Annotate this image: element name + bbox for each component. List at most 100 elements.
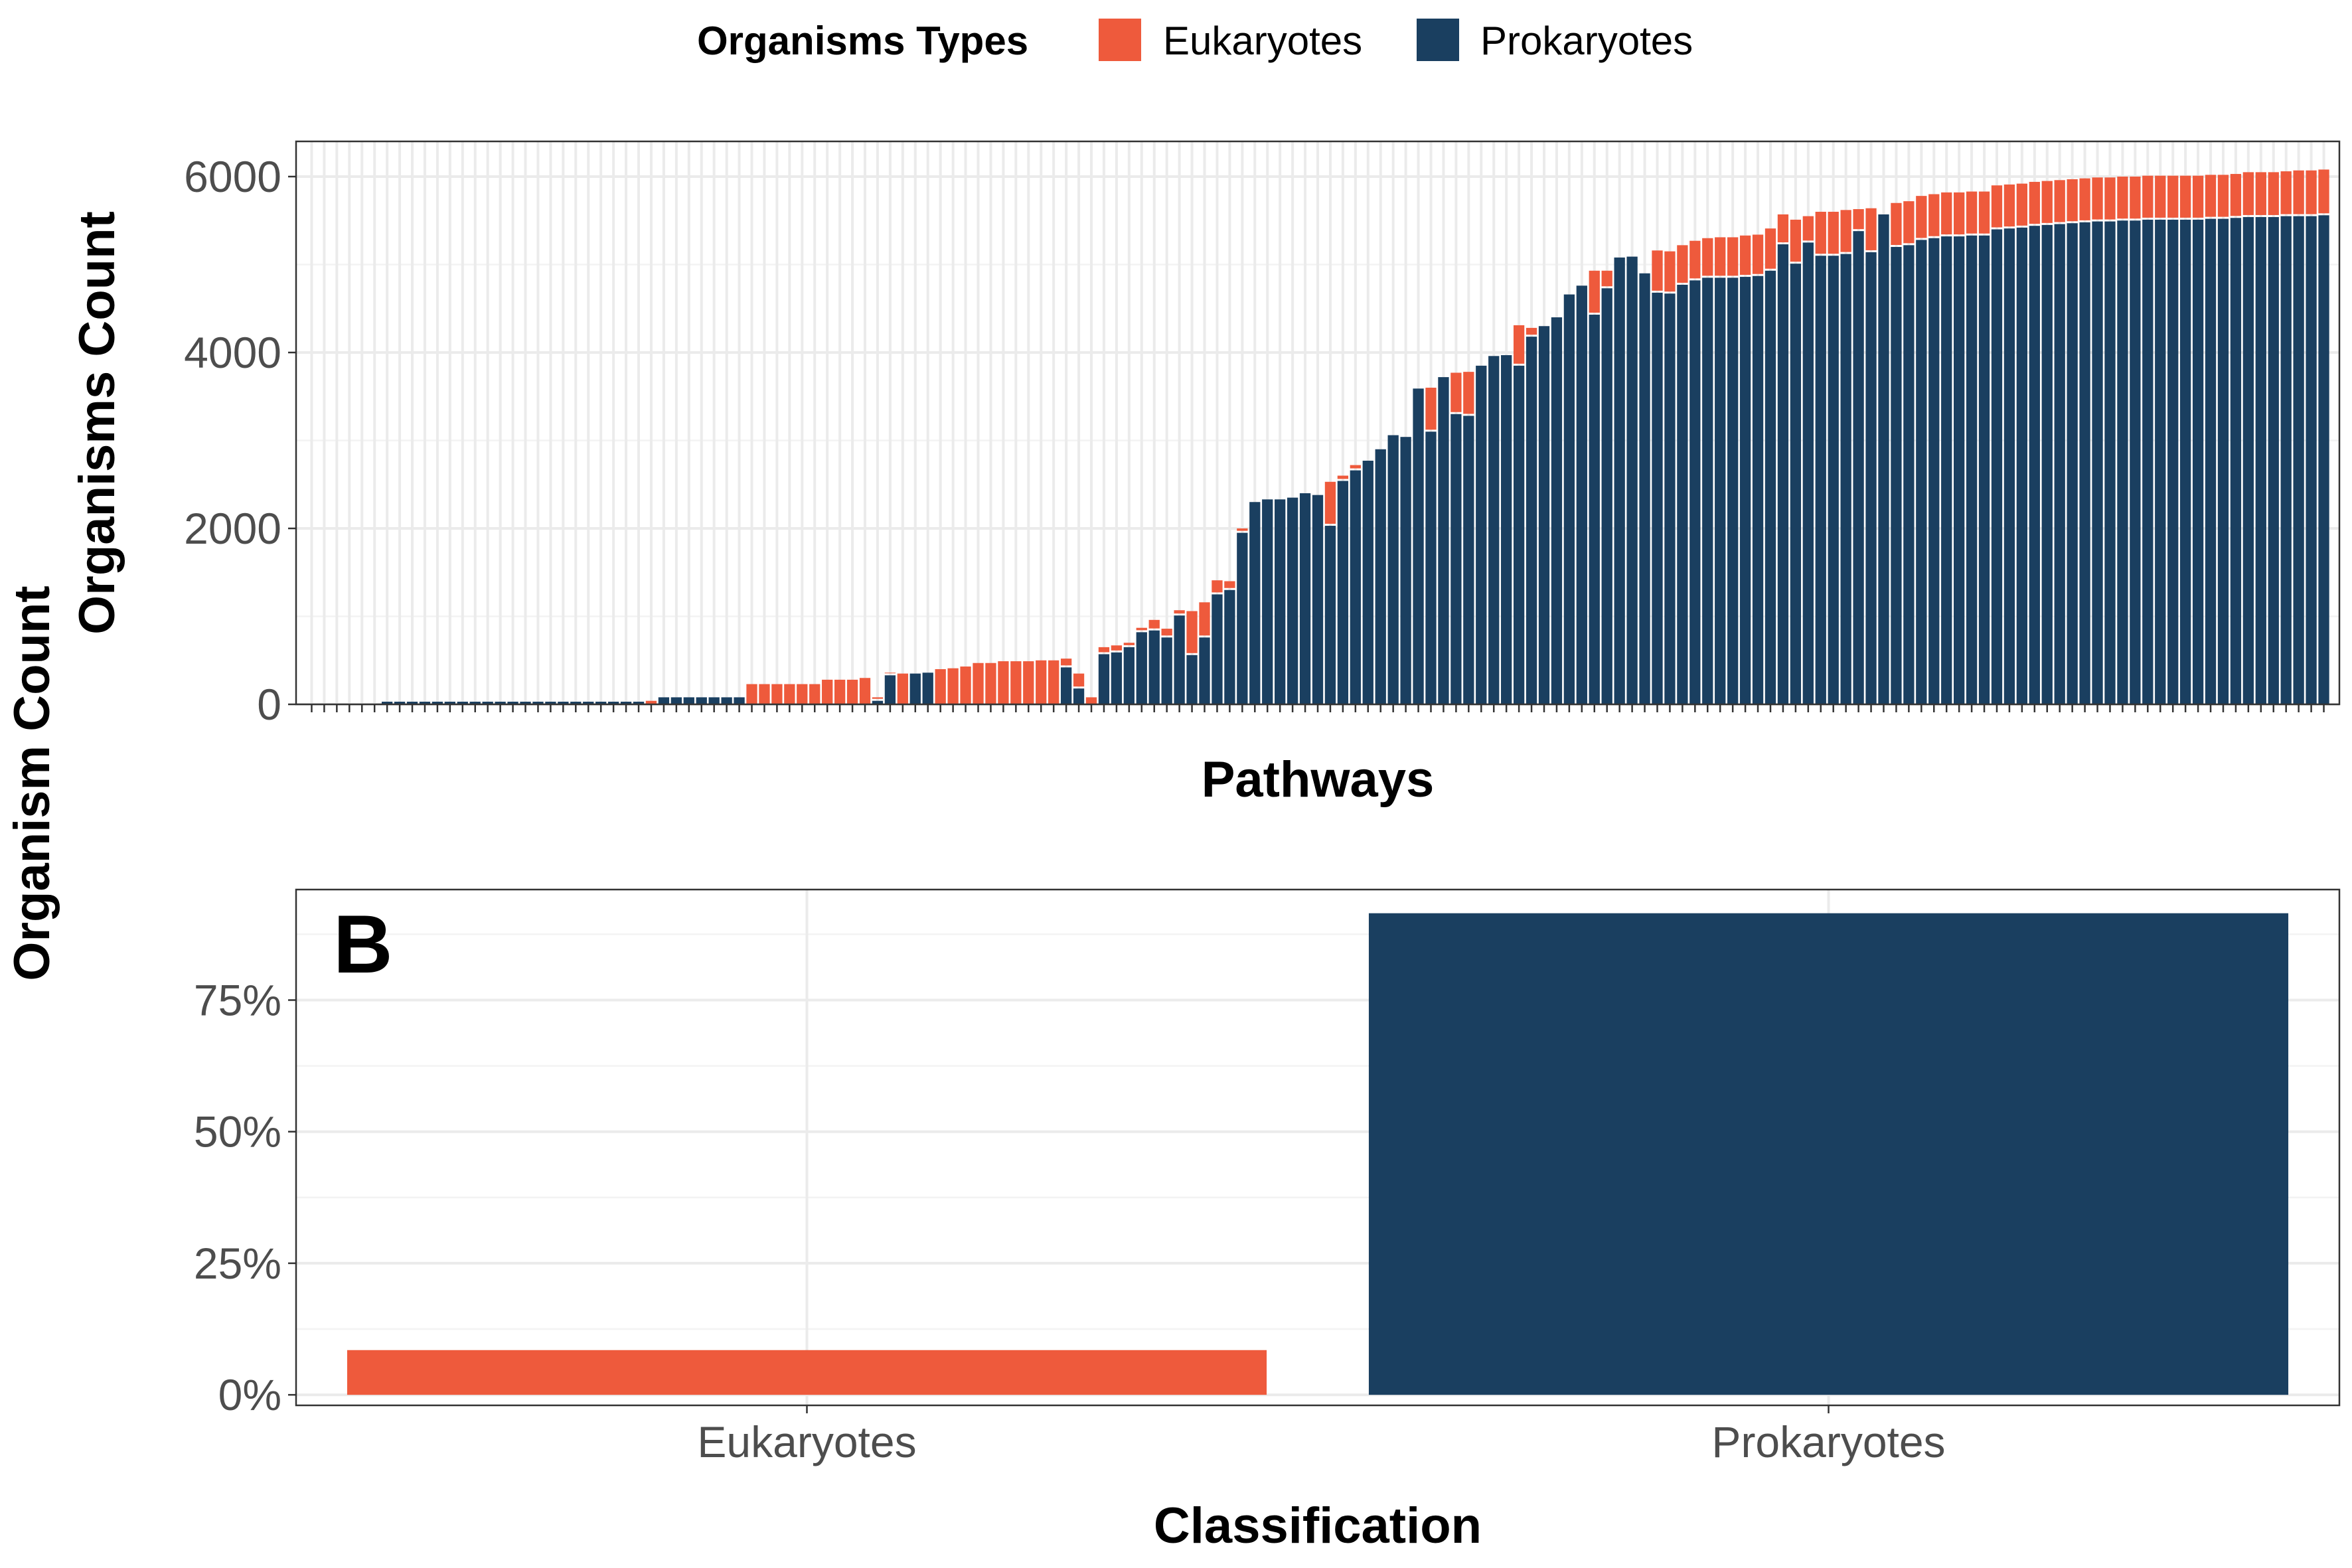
bar-prokaryotes bbox=[2079, 222, 2090, 704]
bar-eukaryotes bbox=[1991, 185, 2003, 228]
bar-prokaryotes bbox=[1978, 235, 1990, 704]
bar-prokaryotes bbox=[1287, 497, 1298, 704]
bar-prokaryotes bbox=[2130, 220, 2141, 704]
bar-prokaryotes bbox=[1891, 247, 1902, 704]
bar-eukaryotes bbox=[2067, 179, 2078, 222]
panel-a-x-axis-ticks bbox=[311, 704, 2325, 712]
bar-prokaryotes bbox=[1501, 354, 1512, 704]
bar-prokaryotes bbox=[583, 702, 594, 704]
bar-prokaryotes bbox=[2179, 219, 2191, 704]
bar-eukaryotes bbox=[1174, 610, 1185, 614]
bar-eukaryotes bbox=[2268, 172, 2279, 215]
bar-prokaryotes bbox=[1237, 532, 1248, 704]
bar-prokaryotes bbox=[1626, 256, 1638, 704]
bar-prokaryotes bbox=[2167, 219, 2179, 704]
bar-eukaryotes bbox=[2016, 183, 2028, 226]
bar-prokaryotes bbox=[1941, 236, 1952, 705]
bar-eukaryotes bbox=[2205, 175, 2217, 217]
y-tick-label: 4000 bbox=[184, 328, 281, 377]
bar-prokaryotes bbox=[1563, 294, 1575, 704]
bar-prokaryotes bbox=[1488, 356, 1500, 704]
panel-b-tag: B bbox=[333, 899, 393, 990]
bar-eukaryotes bbox=[822, 679, 833, 704]
y-tick-label: 25% bbox=[194, 1239, 281, 1288]
bar-prokaryotes bbox=[1928, 238, 1940, 704]
bar-prokaryotes bbox=[1111, 652, 1123, 704]
bar-prokaryotes bbox=[607, 702, 619, 704]
bar-eukaryotes bbox=[1840, 210, 1851, 252]
bar-eukaryotes bbox=[1123, 643, 1135, 645]
bar-prokaryotes bbox=[1174, 615, 1185, 704]
bar-eukaryotes bbox=[1928, 194, 1940, 236]
bar-prokaryotes bbox=[1450, 414, 1462, 704]
bar-eukaryotes bbox=[859, 678, 871, 704]
bar-prokaryotes bbox=[1375, 449, 1386, 704]
bar-eukaryotes bbox=[1966, 191, 1978, 234]
bar-prokaryotes bbox=[1413, 388, 1424, 704]
bar-prokaryotes bbox=[1727, 277, 1739, 704]
bar-prokaryotes bbox=[1199, 637, 1210, 704]
bar-prokaryotes bbox=[1639, 273, 1650, 704]
bar-eukaryotes bbox=[784, 684, 795, 704]
bar-prokaryotes bbox=[884, 675, 896, 704]
bar-prokaryotes bbox=[1601, 288, 1612, 704]
bar-prokaryotes bbox=[570, 702, 582, 704]
bar-prokaryotes bbox=[922, 672, 933, 704]
bar-prokaryotes bbox=[2280, 216, 2292, 704]
bar-eukaryotes bbox=[1463, 372, 1474, 414]
bar-prokaryotes bbox=[1828, 256, 1839, 704]
bar-eukaryotes bbox=[1060, 659, 1072, 666]
bar-eukaryotes bbox=[1891, 202, 1902, 245]
bar-eukaryotes bbox=[1941, 192, 1952, 235]
bar-eukaryotes bbox=[1601, 270, 1612, 287]
bar-prokaryotes bbox=[1324, 526, 1336, 704]
bar-eukaryotes bbox=[1224, 581, 1235, 588]
bar-prokaryotes bbox=[1903, 245, 1915, 705]
y-tick-label: 50% bbox=[194, 1107, 281, 1156]
bar-prokaryotes bbox=[1368, 913, 2289, 1395]
bar-eukaryotes bbox=[1526, 327, 1537, 335]
bar-eukaryotes bbox=[1790, 219, 1802, 262]
bar-eukaryotes bbox=[1324, 481, 1336, 524]
bar-eukaryotes bbox=[1677, 245, 1688, 283]
bar-eukaryotes bbox=[1916, 196, 1927, 238]
bar-eukaryotes bbox=[1212, 580, 1223, 593]
bar-eukaryotes bbox=[935, 669, 946, 704]
bar-eukaryotes bbox=[1073, 673, 1085, 687]
bar-prokaryotes bbox=[2192, 219, 2204, 704]
bar-prokaryotes bbox=[1299, 493, 1311, 704]
bar-prokaryotes bbox=[683, 697, 694, 704]
bar-prokaryotes bbox=[2117, 220, 2128, 704]
bar-eukaryotes bbox=[2179, 175, 2191, 218]
bar-prokaryotes bbox=[1551, 317, 1563, 704]
bar-prokaryotes bbox=[1677, 284, 1688, 705]
bar-eukaryotes bbox=[1036, 660, 1047, 704]
bar-prokaryotes bbox=[1186, 655, 1198, 704]
bar-eukaryotes bbox=[1425, 388, 1437, 430]
bar-eukaryotes bbox=[2280, 171, 2292, 214]
bar-eukaryotes bbox=[797, 684, 808, 704]
bar-eukaryotes bbox=[746, 684, 757, 704]
bar-eukaryotes bbox=[1148, 619, 1160, 629]
panel-a-y-axis-title: Organisms Count bbox=[69, 211, 125, 635]
bar-prokaryotes bbox=[1476, 365, 1487, 704]
bar-prokaryotes bbox=[708, 697, 720, 704]
bar-eukaryotes bbox=[1350, 465, 1361, 469]
x-tick-label: Eukaryotes bbox=[697, 1417, 916, 1466]
panel-b-x-axis: Eukaryotes Prokaryotes bbox=[697, 1405, 1946, 1466]
bar-prokaryotes bbox=[2092, 221, 2103, 704]
bar-prokaryotes bbox=[1249, 502, 1261, 704]
bar-eukaryotes bbox=[2041, 181, 2053, 223]
bar-prokaryotes bbox=[2242, 216, 2254, 704]
bar-eukaryotes bbox=[1752, 234, 1764, 274]
panel-b-x-axis-title: Classification bbox=[1154, 1498, 1482, 1554]
outer-y-axis-title: Organism Count bbox=[4, 586, 60, 980]
bar-prokaryotes bbox=[419, 702, 431, 704]
bar-eukaryotes bbox=[1048, 660, 1059, 704]
bar-prokaryotes bbox=[633, 702, 645, 704]
bar-prokaryotes bbox=[1865, 252, 1877, 704]
bar-eukaryotes bbox=[2306, 170, 2317, 214]
bar-eukaryotes bbox=[1589, 270, 1600, 313]
legend-swatch-prokaryotes bbox=[1417, 19, 1459, 61]
panel-a-bars bbox=[381, 169, 2329, 705]
